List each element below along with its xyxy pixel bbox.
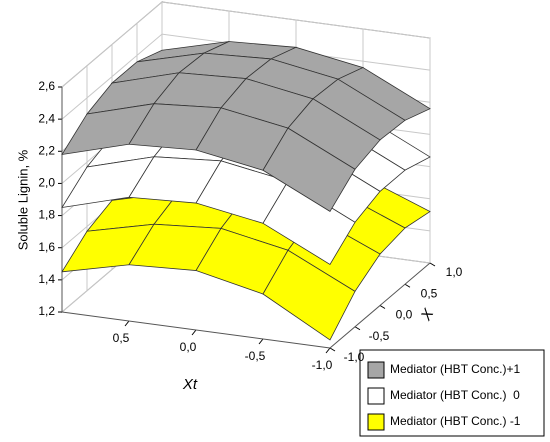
- x-tick-label: 0,0: [180, 340, 197, 354]
- y-tick-label: 1,0: [446, 265, 463, 279]
- z-tick-label: 1,4: [38, 272, 55, 286]
- x-tick: [191, 329, 197, 336]
- z-tick-label: 2,6: [38, 79, 55, 93]
- x-tick-label: -1,0: [312, 358, 333, 372]
- x-axis-label: Xt: [182, 376, 198, 393]
- legend-box: [359, 349, 545, 437]
- y-tick-label: -1,0: [344, 350, 365, 364]
- z-tick-label: 1,2: [38, 304, 55, 318]
- axis-line: [329, 262, 431, 349]
- y-tick-label: 0,5: [421, 286, 438, 300]
- legend-label: Mediator (HBT Conc.) 0: [390, 388, 520, 402]
- x-tick: [325, 347, 331, 354]
- y-tick: [379, 305, 386, 309]
- legend-label: Mediator (HBT Conc.) -1: [390, 414, 521, 428]
- y-tick-label: -0,5: [369, 329, 390, 343]
- legend-swatch: [367, 387, 385, 405]
- surface-cell: [262, 249, 356, 341]
- y-tick: [404, 283, 411, 288]
- y-tick-label: 0,0: [396, 308, 413, 322]
- z-tick-label: 1,8: [38, 208, 55, 222]
- surface-cell: [262, 180, 356, 265]
- x-tick: [124, 320, 130, 327]
- z-tick-label: 1,6: [38, 240, 55, 254]
- legend-swatch: [367, 413, 385, 431]
- surface: [61, 41, 431, 212]
- y-tick: [354, 326, 361, 331]
- z-axis-label: Soluble Lignin, %: [15, 149, 30, 250]
- x-tick: [258, 338, 264, 345]
- y-tick: [429, 262, 436, 267]
- surface-cell: [262, 127, 356, 212]
- y-tick: [329, 347, 336, 352]
- legend-label: Mediator (HBT Conc.)+1: [390, 362, 520, 376]
- z-tick-label: 2,0: [38, 176, 55, 190]
- z-tick-label: 2,4: [38, 111, 55, 125]
- x-tick-label: -0,5: [245, 349, 266, 363]
- x-tick-label: 0,5: [113, 331, 130, 345]
- y-axis-label: X: [417, 305, 438, 324]
- legend-swatch: [367, 361, 385, 379]
- axis-line: [61, 311, 331, 349]
- z-tick-label: 2,2: [38, 143, 55, 157]
